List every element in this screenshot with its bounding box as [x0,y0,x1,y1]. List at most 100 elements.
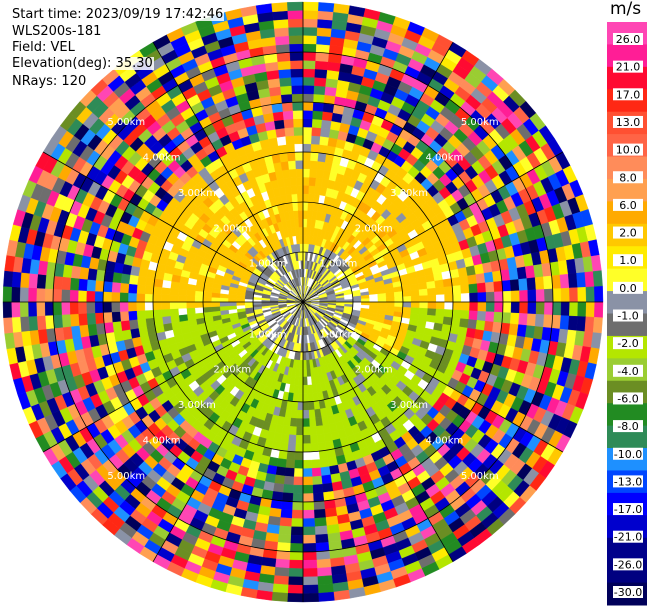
radar-gate [313,500,326,511]
radar-gate [296,185,304,195]
radar-gate [277,60,292,71]
radar-gate [272,10,289,21]
radar-gate [476,282,487,294]
radar-gate [302,185,310,195]
radar-gate [136,301,146,311]
radar-gate [467,319,478,330]
radar-gate [477,292,487,303]
radar-gate [302,434,311,444]
radar-gate [169,308,179,317]
radar-gate [314,525,328,536]
radar-gate [435,308,445,318]
radar-gate [452,293,462,303]
radar-gate [111,291,121,303]
radar-gate [302,43,317,53]
range-ring-label: 3.00km [178,400,216,411]
radar-gate [305,359,311,369]
radar-gate [309,160,319,170]
radar-gate [276,542,291,552]
radar-gate [323,432,333,443]
radar-gate [385,301,395,308]
range-ring-label: 5.00km [107,471,145,482]
radar-gate [169,301,179,310]
radar-gate [202,296,212,303]
radar-gate [302,393,309,403]
radar-gate [318,591,335,602]
radar-gate [127,301,137,312]
radar-gate [316,35,332,46]
radar-gate [468,283,479,294]
radar-gate [317,18,333,29]
radar-gate [302,526,316,536]
radar-gate [309,434,319,444]
radar-gate [287,593,304,603]
radar-gate [103,311,113,324]
radar-gate [302,93,315,103]
radar-gate [298,368,304,378]
radar-gate [316,27,332,38]
radar-gate [153,316,164,326]
radar-gate [302,401,309,411]
radar-gate [128,274,139,285]
radar-gate [311,118,323,129]
radar-gate [402,296,412,303]
radar-gate [291,401,299,411]
radar-gate [169,287,179,296]
radar-gate [485,291,495,303]
radar-gate [177,295,187,303]
radar-gate [418,288,429,297]
colorbar-tick-label: -1.0 [617,310,638,323]
radar-gate [211,301,221,308]
colorbar-tick-label: -21.0 [614,531,642,544]
radar-gate [144,301,154,311]
radar-gate [502,301,512,314]
radar-gate [410,301,420,309]
radar-gate [119,301,129,312]
radar-gate [302,210,309,220]
radar-gate [283,177,292,188]
radar-gate [307,401,315,411]
radar-gate [152,309,163,318]
field-label: Field: VEL [11,40,76,55]
radar-gate [302,110,314,120]
radar-gate [78,313,88,326]
radar-gate [590,254,602,272]
radar-gate [302,201,309,211]
radar-gate [4,332,16,350]
colorbar-tick-label: -10.0 [614,448,642,461]
radar-gate [287,151,296,162]
radar-gate [313,85,326,96]
radar-gate [27,301,37,317]
radar-gate [286,450,296,461]
radar-gate [291,85,304,95]
range-ring-label: 2.00km [355,365,393,376]
radar-gate [288,559,304,569]
radar-gate [307,193,315,203]
radar-gate [544,288,554,303]
radar-gate [161,301,171,310]
radar-gate [310,442,319,453]
radar-gate [427,287,437,296]
radar-gate [302,384,309,394]
radar-gate [194,290,204,298]
radar-gate [36,301,46,317]
radar-gate [144,309,155,319]
radar-gate [519,289,529,303]
radar-gate [285,135,295,145]
radar-gate [52,301,62,316]
radar-gate [161,315,172,325]
radar-gate [177,307,188,316]
radar-gate [272,583,289,594]
radar-gate [288,35,304,45]
radar-gate [285,194,293,204]
colorbar-tick-label: -30.0 [614,586,642,599]
radar-gate [308,417,317,428]
radar-gate [302,584,319,594]
radar-gate [287,160,297,170]
radar-gate [333,3,351,15]
radar-gate [44,301,54,316]
radar-gate [302,351,307,361]
radar-gate [313,93,326,104]
radar-gate [302,85,315,95]
radar-gate [394,301,404,308]
